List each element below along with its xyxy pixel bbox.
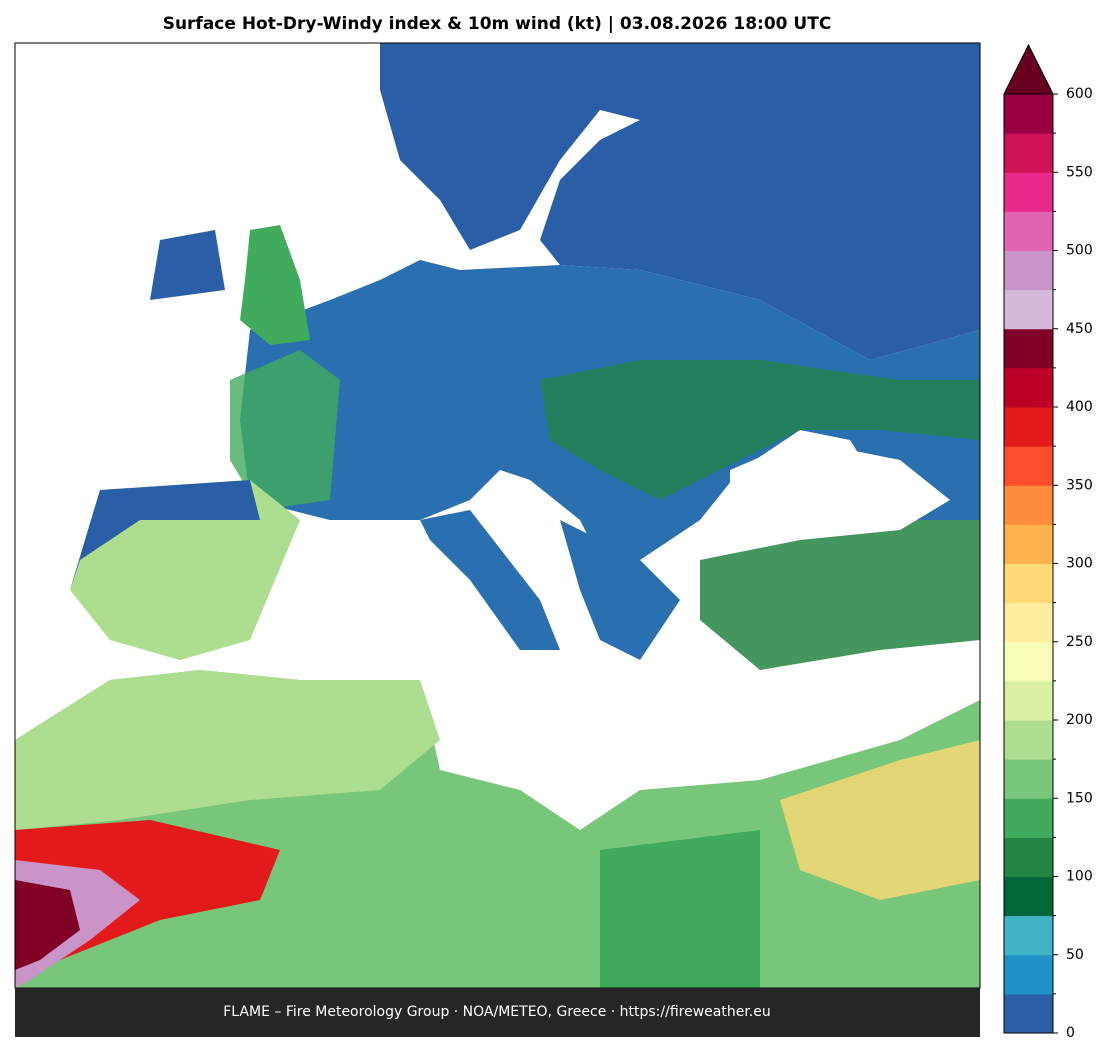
colorbar-band	[1004, 876, 1053, 917]
land	[15, 670, 440, 830]
sea	[730, 440, 950, 540]
colorbar-band	[1004, 954, 1053, 995]
land	[70, 480, 260, 590]
colorbar-tick-label: 200	[1066, 712, 1093, 728]
footer-bar	[15, 988, 980, 1037]
land	[15, 820, 280, 988]
colorbar-tick-label: 600	[1066, 86, 1093, 102]
colorbar-band	[1004, 211, 1053, 251]
colorbar: 0 50 100 150 200 250 300 350 400 450 500 550 600	[1003, 43, 1093, 1041]
colorbar-band	[1004, 602, 1053, 643]
land	[230, 350, 340, 510]
colorbar-tick-label: 150	[1066, 790, 1093, 806]
land	[150, 230, 225, 300]
colorbar-tick-label: 350	[1066, 477, 1093, 493]
footer-text: FLAME – Fire Meteorology Group · NOA/MET…	[223, 1004, 771, 1020]
map-title: Surface Hot-Dry-Windy index & 10m wind (…	[163, 14, 832, 34]
colorbar-extension	[1003, 43, 1054, 95]
colorbar-band	[1004, 798, 1053, 838]
colorbar-band	[1004, 328, 1053, 369]
colorbar-band	[1004, 759, 1053, 799]
land	[700, 520, 980, 670]
colorbar-tick-label: 100	[1066, 869, 1093, 885]
colorbar-tick-label: 300	[1066, 556, 1093, 572]
colorbar-band	[1004, 367, 1053, 408]
colorbar-tick-label: 50	[1066, 947, 1084, 963]
colorbar-band	[1004, 563, 1053, 604]
land	[380, 43, 980, 360]
colorbar-band	[1004, 289, 1053, 330]
colorbar-tick-label: 500	[1066, 243, 1093, 259]
land	[780, 740, 980, 900]
colorbar-band	[1004, 94, 1053, 134]
colorbar-tick-label: 250	[1066, 634, 1093, 650]
land	[420, 510, 560, 650]
map	[14, 42, 981, 989]
colorbar-band	[1004, 993, 1053, 1034]
colorbar-band	[1004, 133, 1053, 173]
land	[540, 360, 980, 500]
colorbar-band	[1004, 407, 1053, 447]
colorbar-band	[1004, 524, 1053, 564]
colorbar-band	[1004, 641, 1053, 682]
colorbar-band	[1004, 250, 1053, 291]
colorbar-band	[1004, 485, 1053, 525]
colorbar-band	[1004, 837, 1053, 877]
colorbar-tick-label: 400	[1066, 399, 1093, 415]
land	[600, 830, 760, 988]
colorbar-tick-label: 450	[1066, 321, 1093, 337]
colorbar-tick-label: 550	[1066, 164, 1093, 180]
colorbar-tick-label: 0	[1066, 1025, 1075, 1041]
colorbar-band	[1004, 446, 1053, 486]
colorbar-band	[1004, 172, 1053, 212]
land	[560, 520, 680, 660]
colorbar-band	[1004, 680, 1053, 721]
land	[15, 880, 80, 970]
land	[240, 225, 310, 345]
colorbar-band	[1004, 915, 1053, 956]
colorbar-band	[1004, 720, 1053, 760]
